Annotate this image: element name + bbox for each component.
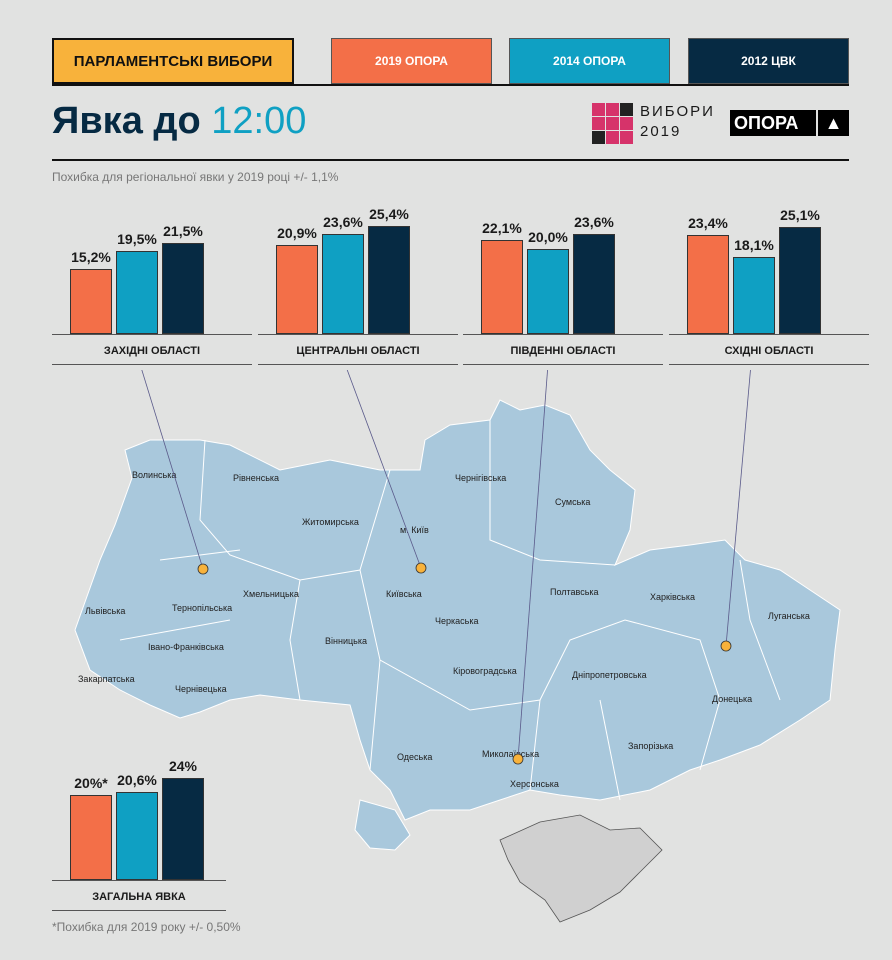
triangle-icon: ▲ [816, 110, 849, 136]
data-label: 20,6% [117, 772, 157, 789]
data-label: 22,1% [482, 220, 522, 237]
marker-south [512, 753, 524, 765]
region-label: Сумська [555, 497, 590, 507]
bar [322, 233, 364, 334]
group-underline [52, 910, 226, 911]
group-label: ЗАХІДНІ ОБЛАСТІ [103, 345, 201, 357]
region-label: Київська [386, 589, 422, 599]
bar [368, 226, 410, 334]
region-label: Донецька [712, 694, 752, 704]
data-label: 25,4% [369, 206, 409, 223]
bar [70, 795, 112, 880]
page-title: Явка до 12:00 [52, 100, 306, 143]
region-label: Миколаївська [482, 749, 539, 759]
data-label: 15,2% [71, 249, 111, 266]
data-label: 23,4% [688, 214, 728, 231]
region-label: Тернопільська [172, 603, 232, 613]
region-label: Чернівецька [175, 684, 227, 694]
odesa-south [354, 799, 411, 851]
region-label: Волинська [132, 470, 176, 480]
region-label: Чернігівська [455, 473, 506, 483]
crimea [499, 814, 663, 923]
region-label: Вінницька [325, 636, 367, 646]
region-label: Кіровоградська [453, 666, 517, 676]
vybory-line1: ВИБОРИ [640, 103, 715, 120]
bar [527, 249, 569, 334]
region-label: Львівська [85, 606, 125, 616]
headline-prefix: Явка до [52, 100, 201, 142]
headline-time: 12:00 [211, 100, 307, 142]
data-label: 23,6% [574, 213, 614, 230]
region-label: Житомирська [302, 517, 359, 527]
marker-central [415, 562, 427, 574]
region-label: Івано-Франківська [148, 642, 224, 652]
baseline [52, 334, 252, 335]
vybory-line2: 2019 [640, 123, 682, 140]
baseline [669, 334, 869, 335]
ukraine-map: Волинська Рівненська Житомирська Чернігівсь… [74, 370, 841, 923]
data-label: 21,5% [163, 222, 203, 239]
legend-2012: 2012 ЦВК [688, 38, 849, 84]
data-label: 20,9% [277, 225, 317, 242]
legend-2014: 2014 ОПОРА [509, 38, 670, 84]
data-label: 24% [168, 758, 198, 774]
data-label: 25,1% [780, 207, 820, 224]
data-label: 20,0% [528, 229, 568, 245]
group-underline [463, 364, 663, 365]
data-label: 23,6% [323, 213, 363, 230]
baseline [463, 334, 663, 335]
region-label: Полтавська [550, 587, 599, 597]
data-label: 20%* [74, 775, 108, 791]
opora-logo-text: ОПОРА [734, 112, 799, 133]
baseline [258, 334, 458, 335]
headline-rule [52, 159, 849, 161]
vybory-logo-grid [592, 103, 633, 144]
vybory-logo-text: ВИБОРИ 2019 [640, 102, 715, 142]
group-underline [52, 364, 252, 365]
region-label: Одеська [397, 752, 432, 762]
group-underline [258, 364, 458, 365]
bar [162, 778, 204, 880]
group-label: ПІВДЕННІ ОБЛАСТІ [510, 345, 616, 357]
bar [779, 227, 821, 334]
region-label: Запорізька [628, 741, 673, 751]
title-button: ПАРЛАМЕНТСЬКІ ВИБОРИ [52, 38, 294, 84]
group-label: СХІДНІ ОБЛАСТІ [724, 345, 814, 357]
bar [733, 257, 775, 334]
bar [116, 251, 158, 334]
legend-2019: 2019 ОПОРА [331, 38, 492, 84]
data-label: 19,5% [117, 231, 157, 248]
bar [70, 269, 112, 334]
baseline [52, 880, 226, 881]
regional-note: Похибка для регіональної явки у 2019 роц… [52, 170, 339, 184]
region-label: Черкаська [435, 616, 478, 626]
region-label: Херсонська [510, 779, 559, 789]
header-rule [52, 84, 849, 86]
region-label: Рівненська [233, 473, 279, 483]
marker-west [197, 563, 209, 575]
footnote: *Похибка для 2019 року +/- 0,50% [52, 920, 241, 934]
marker-east [720, 640, 732, 652]
region-label: Луганська [768, 611, 810, 621]
vybory-logo [592, 103, 634, 150]
region-label: м. Київ [400, 525, 429, 535]
ukraine-mainland [74, 399, 841, 821]
data-label: 18,1% [734, 237, 774, 254]
region-borders [119, 420, 781, 801]
group-underline [669, 364, 869, 365]
opora-logo: ОПОРА ▲ [730, 110, 849, 136]
region-label: Харківська [650, 592, 695, 602]
region-label: Дніпропетровська [572, 670, 647, 680]
region-label: Закарпатська [78, 674, 135, 684]
region-label: Хмельницька [243, 589, 299, 599]
bar [687, 234, 729, 334]
leader-lines [141, 370, 751, 760]
bar [116, 792, 158, 880]
bar [276, 245, 318, 334]
group-label: ЗАГАЛЬНА ЯВКА [92, 891, 186, 903]
group-label: ЦЕНТРАЛЬНІ ОБЛАСТІ [296, 345, 420, 357]
bar [573, 233, 615, 334]
bar [162, 242, 204, 334]
bar [481, 240, 523, 334]
